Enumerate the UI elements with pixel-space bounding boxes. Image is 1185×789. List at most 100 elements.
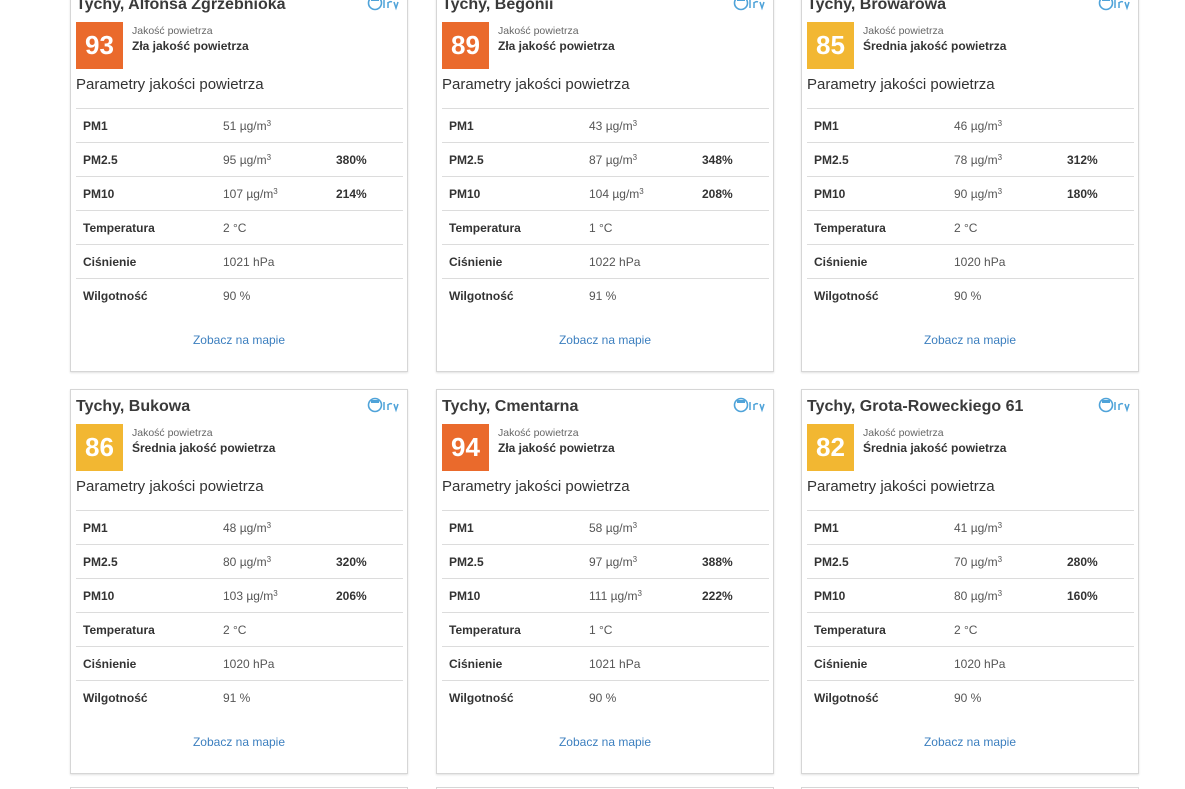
station-title[interactable]: Tychy, Browarowa [807,0,946,13]
param-row-pm10: PM10 111 µg/m3 222% [442,579,769,613]
param-row-pm25: PM2.5 80 µg/m3 320% [76,545,403,579]
param-name: PM2.5 [83,555,118,569]
airly-logo-icon [1098,0,1130,11]
see-on-map-link[interactable]: Zobacz na mapie [192,333,286,347]
quality-label: Zła jakość powietrza [498,39,615,53]
param-value: 1020 hPa [223,657,275,671]
station-card: Tychy, Grota-Roweckiego 61 82 Jakość pow… [801,389,1139,774]
param-value: 103 µg/m3 [223,589,278,603]
param-value: 51 µg/m3 [223,119,272,133]
station-title[interactable]: Tychy, Alfonsa Zgrzebnioka [76,0,286,13]
unit-label: µg/m3 [967,521,1003,535]
params-table: PM1 46 µg/m3 PM2.5 78 µg/m3 312% PM10 90… [807,108,1134,313]
param-row-pm10: PM10 90 µg/m3 180% [807,177,1134,211]
see-on-map-link[interactable]: Zobacz na mapie [192,735,286,749]
air-quality-index-badge: 94 [442,424,489,471]
see-on-map-link[interactable]: Zobacz na mapie [558,333,652,347]
param-name: PM10 [814,187,846,201]
param-value: 1 °C [589,623,613,637]
params-table: PM1 58 µg/m3 PM2.5 97 µg/m3 388% PM10 11… [442,510,769,715]
param-value: 111 µg/m3 [589,589,642,603]
param-value: 48 µg/m3 [223,521,272,535]
quality-caption: Jakość powietrza [863,427,944,439]
param-name: PM2.5 [449,153,484,167]
station-title[interactable]: Tychy, Cmentarna [442,398,579,415]
norm-percent: 222% [702,589,733,603]
unit-label: µg/m3 [236,119,272,133]
param-row-humidity: Wilgotność 90 % [807,681,1134,715]
quality-caption: Jakość powietrza [863,25,944,37]
param-value: 2 °C [954,221,978,235]
params-table: PM1 43 µg/m3 PM2.5 87 µg/m3 348% PM10 10… [442,108,769,313]
unit-label: µg/m3 [602,555,638,569]
param-value: 2 °C [954,623,978,637]
param-name: Temperatura [814,221,886,235]
param-name: Ciśnienie [83,255,137,269]
param-name: Wilgotność [449,289,514,303]
param-name: PM1 [814,521,839,535]
param-value: 1021 hPa [223,255,275,269]
norm-percent: 380% [336,153,367,167]
quality-caption: Jakość powietrza [132,25,213,37]
airly-logo-icon [733,397,765,413]
quality-label: Średnia jakość powietrza [863,39,1007,53]
quality-caption: Jakość powietrza [498,427,579,439]
param-value: 41 µg/m3 [954,521,1003,535]
see-on-map-link[interactable]: Zobacz na mapie [558,735,652,749]
param-row-pressure: Ciśnienie 1022 hPa [442,245,769,279]
quality-label: Średnia jakość powietrza [132,441,276,455]
param-row-humidity: Wilgotność 90 % [807,279,1134,313]
param-name: Temperatura [814,623,886,637]
station-title[interactable]: Tychy, Grota-Roweckiego 61 [807,398,1024,415]
param-name: Wilgotność [814,289,879,303]
param-name: PM1 [83,521,108,535]
unit-label: µg/m3 [602,119,638,133]
air-quality-index-badge: 86 [76,424,123,471]
param-name: PM10 [83,589,115,603]
param-row-temp: Temperatura 2 °C [807,613,1134,647]
norm-percent: 206% [336,589,367,603]
unit-label: µg/m3 [967,555,1003,569]
param-value: 46 µg/m3 [954,119,1003,133]
param-value: 1020 hPa [954,657,1006,671]
param-row-pm10: PM10 80 µg/m3 160% [807,579,1134,613]
params-heading: Parametry jakości powietrza [442,478,630,495]
station-card: Tychy, Cmentarna 94 Jakość powietrza Zła… [436,389,774,774]
param-row-pm25: PM2.5 95 µg/m3 380% [76,143,403,177]
unit-label: µg/m3 [243,589,278,603]
param-name: PM2.5 [449,555,484,569]
param-name: PM1 [449,119,474,133]
unit-label: µg/m3 [236,153,272,167]
param-value: 90 % [954,289,982,303]
norm-percent: 180% [1067,187,1098,201]
unit-label: µg/m3 [602,521,638,535]
param-value: 90 % [589,691,617,705]
unit-label: µg/m3 [236,521,272,535]
params-table: PM1 48 µg/m3 PM2.5 80 µg/m3 320% PM10 10… [76,510,403,715]
unit-label: µg/m3 [967,153,1003,167]
quality-caption: Jakość powietrza [132,427,213,439]
param-row-pressure: Ciśnienie 1021 hPa [442,647,769,681]
param-row-pressure: Ciśnienie 1020 hPa [807,245,1134,279]
station-title[interactable]: Tychy, Bukowa [76,398,191,415]
param-value: 58 µg/m3 [589,521,638,535]
param-value: 1 °C [589,221,613,235]
param-row-pressure: Ciśnienie 1020 hPa [807,647,1134,681]
see-on-map-link[interactable]: Zobacz na mapie [923,333,1017,347]
param-row-humidity: Wilgotność 91 % [442,279,769,313]
unit-label: µg/m3 [243,187,278,201]
param-name: Temperatura [449,221,521,235]
param-row-pm10: PM10 107 µg/m3 214% [76,177,403,211]
param-value: 70 µg/m3 [954,555,1003,569]
quality-label: Zła jakość powietrza [132,39,249,53]
see-on-map-link[interactable]: Zobacz na mapie [923,735,1017,749]
param-name: PM2.5 [814,153,849,167]
param-row-pm1: PM1 48 µg/m3 [76,511,403,545]
station-title[interactable]: Tychy, Begonii [442,0,554,13]
param-row-pm25: PM2.5 97 µg/m3 388% [442,545,769,579]
param-row-pm10: PM10 103 µg/m3 206% [76,579,403,613]
param-name: PM10 [449,187,481,201]
param-value: 90 µg/m3 [954,187,1003,201]
airly-logo-icon [1098,397,1130,413]
param-value: 1021 hPa [589,657,641,671]
